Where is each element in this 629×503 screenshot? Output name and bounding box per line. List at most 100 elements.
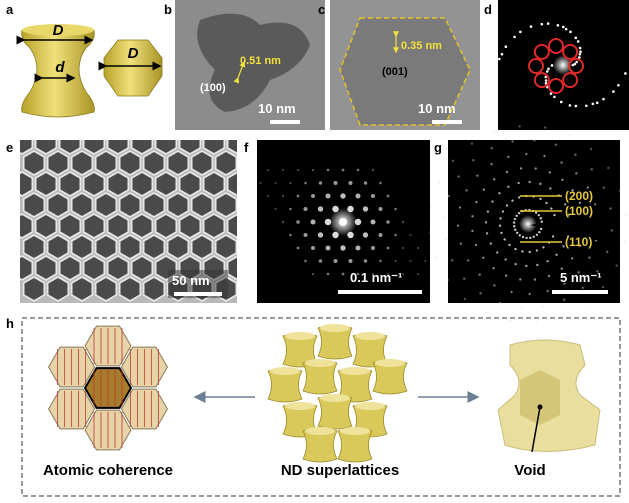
spot xyxy=(574,104,578,108)
spot xyxy=(548,171,552,174)
spot xyxy=(533,139,536,142)
spot xyxy=(504,274,508,277)
spot xyxy=(593,203,597,206)
spot xyxy=(528,180,531,184)
spot xyxy=(402,273,404,275)
top-face xyxy=(285,402,315,410)
spot xyxy=(312,169,314,171)
nanocrystal xyxy=(34,170,58,198)
spot xyxy=(562,245,565,248)
spot xyxy=(378,232,383,238)
scale-bar-label: 10 nm xyxy=(258,101,296,116)
spot xyxy=(451,259,454,262)
spot xyxy=(443,216,446,219)
spot xyxy=(569,30,572,34)
spot xyxy=(493,284,496,287)
spot xyxy=(511,140,514,143)
spot xyxy=(574,153,577,156)
nanocrystal xyxy=(178,170,202,198)
spot xyxy=(370,193,376,199)
spot xyxy=(555,253,558,257)
nanocrystal xyxy=(154,212,178,240)
spot xyxy=(550,207,553,210)
spot xyxy=(355,193,361,199)
panel-label: f xyxy=(244,140,249,155)
panel-label: h xyxy=(6,316,14,331)
spot xyxy=(434,256,438,259)
void-dot xyxy=(537,404,543,410)
spot xyxy=(566,235,570,238)
spot xyxy=(325,193,331,199)
spot xyxy=(356,272,360,276)
top-face xyxy=(340,367,370,375)
top-face xyxy=(22,24,94,36)
spot xyxy=(517,196,521,199)
scale-bar-label: 0.1 nm⁻¹ xyxy=(350,270,402,285)
scale-bar xyxy=(552,290,608,294)
spot xyxy=(612,90,615,93)
nanocrystal xyxy=(22,275,46,303)
spot xyxy=(489,242,493,245)
spot xyxy=(491,200,494,203)
spot xyxy=(528,292,531,296)
spot xyxy=(514,228,517,231)
nanocrystal xyxy=(94,275,118,303)
spot xyxy=(550,64,554,67)
schematic-box xyxy=(21,317,621,497)
spot xyxy=(610,229,613,232)
spot xyxy=(341,272,345,276)
void-pointer xyxy=(531,406,541,453)
spot xyxy=(379,259,382,263)
spot xyxy=(485,232,489,235)
spot xyxy=(318,181,323,185)
nanocrystal xyxy=(226,171,237,197)
spot xyxy=(348,180,353,186)
nanocrystal xyxy=(82,170,106,198)
nanocrystal xyxy=(34,212,58,240)
spot xyxy=(472,159,475,162)
superlattice xyxy=(20,140,237,303)
spot xyxy=(267,195,269,197)
spot xyxy=(601,285,605,289)
particle xyxy=(197,13,310,113)
spot xyxy=(476,174,479,177)
spot xyxy=(417,273,419,275)
spot xyxy=(485,311,488,314)
spot xyxy=(578,56,581,59)
hexagon-outline xyxy=(339,17,471,126)
spot xyxy=(590,168,593,171)
spot xyxy=(310,245,316,251)
caption: ND superlattices xyxy=(281,462,399,479)
nanocrystal xyxy=(226,213,237,239)
spot xyxy=(282,221,284,223)
ring-label: (110) xyxy=(565,235,592,249)
dimension-label: d xyxy=(55,59,65,76)
spot xyxy=(529,236,532,240)
spacing-label: 0.51 nm xyxy=(240,55,281,67)
spot xyxy=(536,263,539,267)
spot xyxy=(595,101,599,105)
spot xyxy=(561,25,565,29)
nanocrystal xyxy=(58,140,82,156)
nanocrystal xyxy=(82,212,106,240)
spot xyxy=(514,247,517,251)
spot xyxy=(563,298,566,301)
spot xyxy=(617,83,620,87)
nanocrystal xyxy=(106,170,130,198)
spot xyxy=(362,232,369,238)
beam-stop xyxy=(530,212,605,242)
spot xyxy=(517,211,521,215)
spot xyxy=(515,231,519,235)
spot xyxy=(409,260,412,262)
scale-bar xyxy=(432,120,462,124)
spot xyxy=(478,273,481,276)
highlight-ring xyxy=(562,72,579,89)
spot xyxy=(563,282,566,285)
nanocrystal xyxy=(94,149,118,177)
spot xyxy=(379,181,382,185)
spot xyxy=(615,264,618,267)
spot xyxy=(317,232,324,238)
nanocrystal xyxy=(226,255,237,281)
spot xyxy=(493,130,496,134)
spot xyxy=(326,168,330,172)
